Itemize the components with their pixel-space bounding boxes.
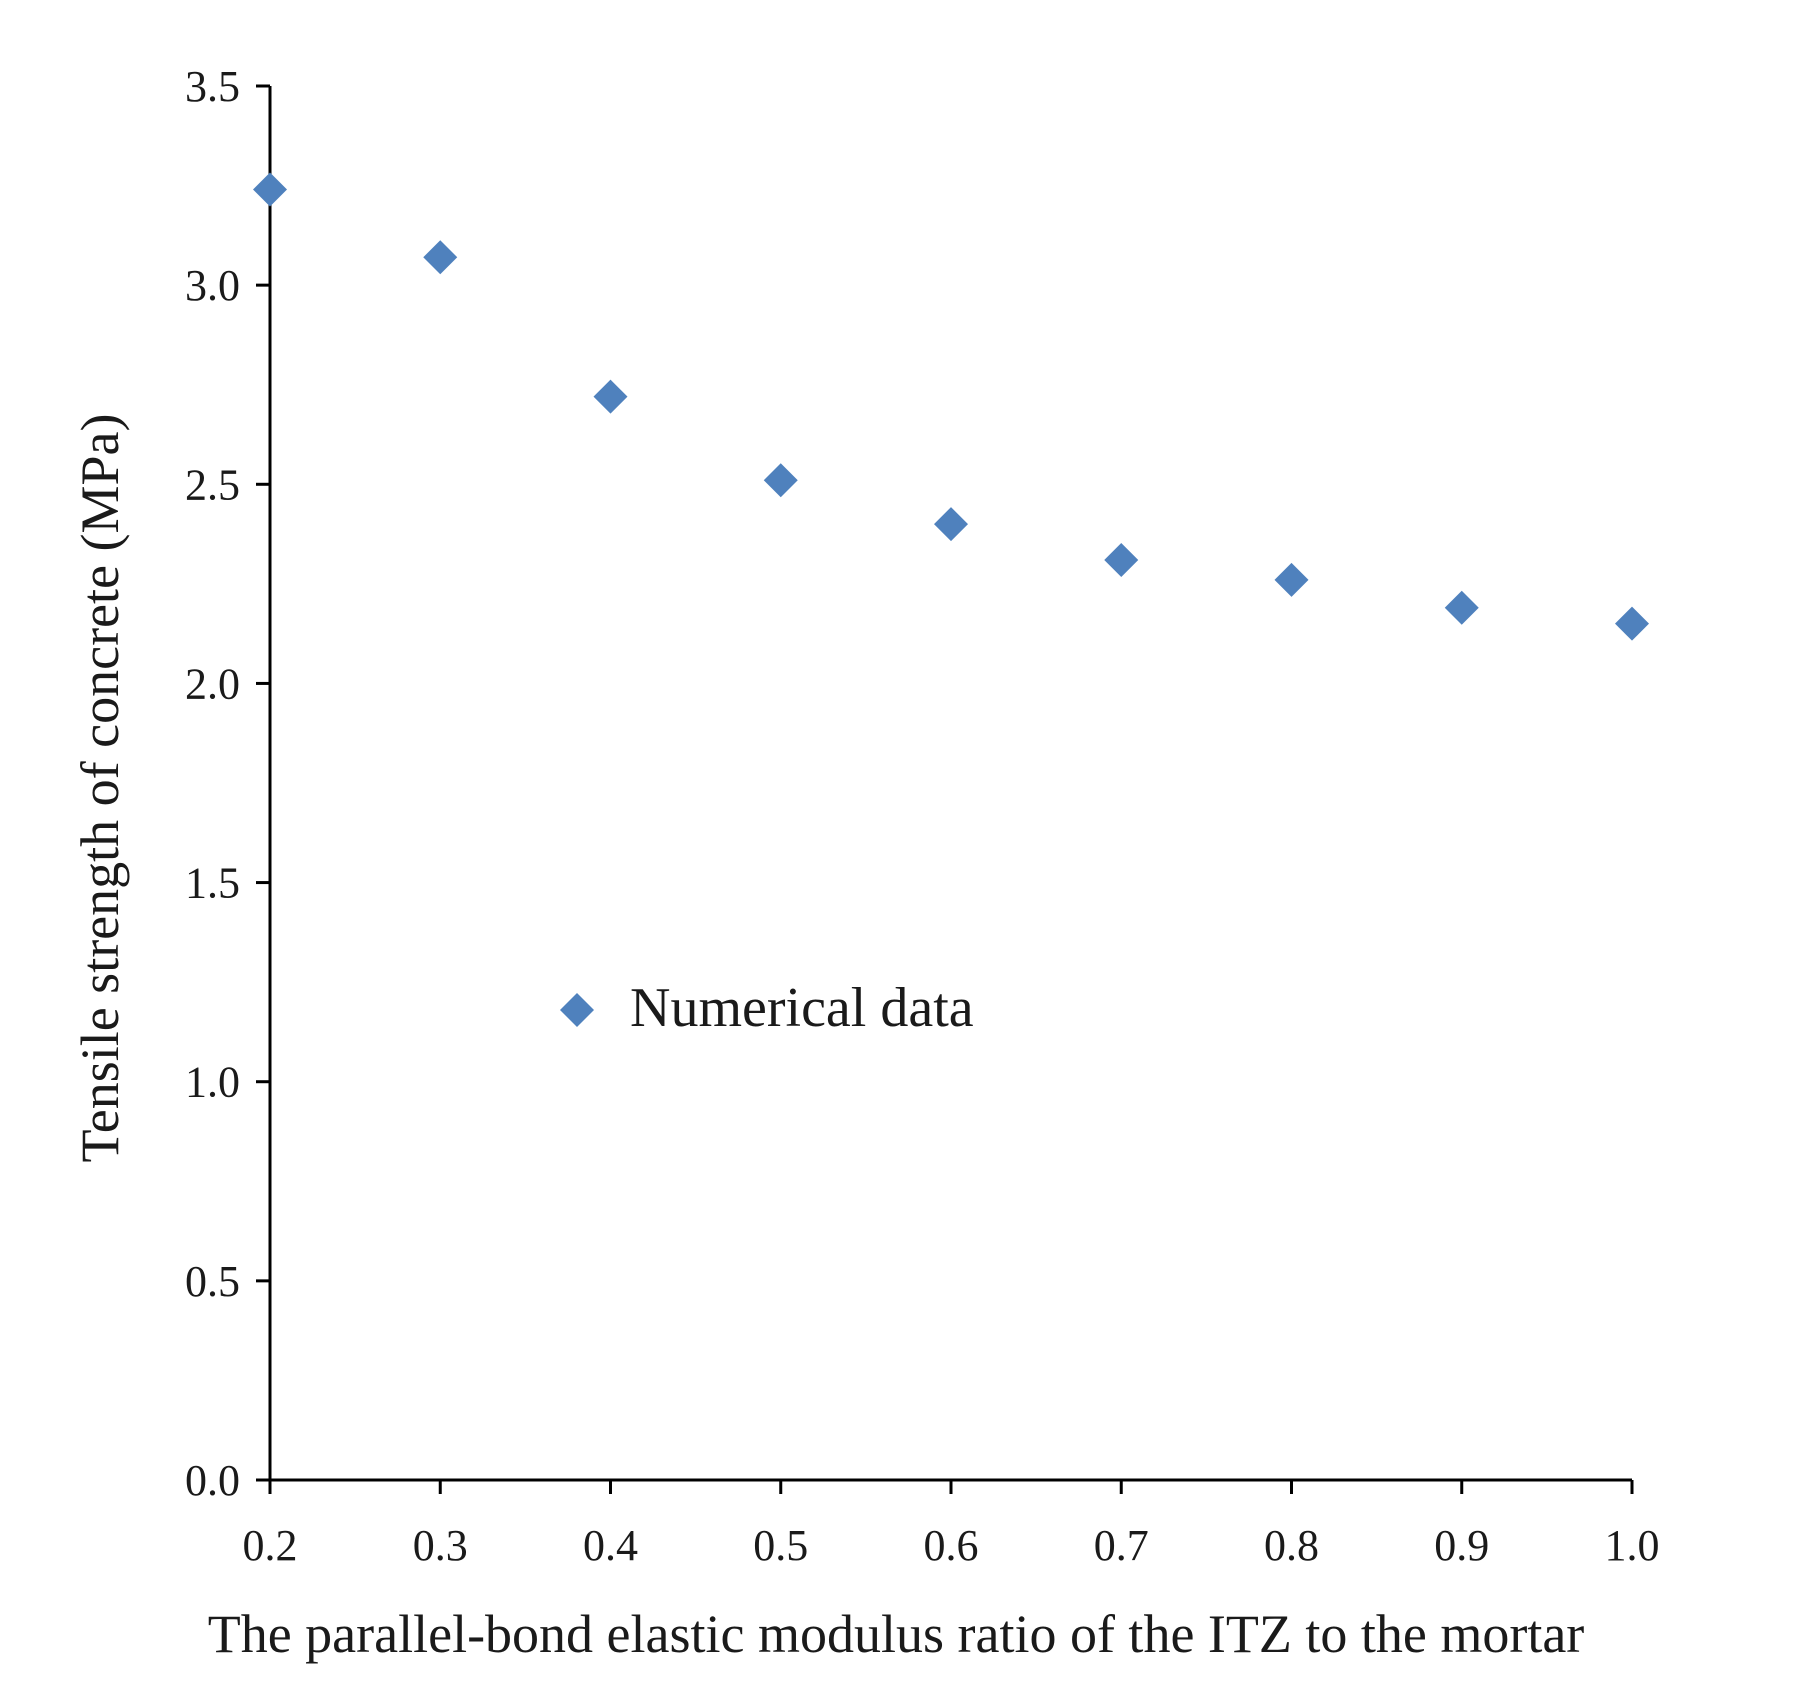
x-tick-label: 0.4	[583, 1521, 638, 1570]
data-point	[763, 463, 798, 498]
y-tick-label: 1.0	[185, 1058, 240, 1107]
data-point	[1274, 562, 1309, 597]
x-tick-label: 1.0	[1605, 1521, 1660, 1570]
data-point	[1444, 590, 1479, 625]
data-point	[934, 507, 968, 542]
legend-label-numerical-data: Numerical data	[630, 977, 974, 1039]
y-tick-label: 3.5	[185, 62, 240, 111]
x-tick-label: 0.9	[1434, 1521, 1489, 1570]
y-axis-title: Tensile strength of concrete (MPa)	[70, 414, 130, 1163]
y-tick-label: 3.0	[185, 261, 240, 310]
x-tick-label: 0.2	[243, 1521, 298, 1570]
axes	[268, 86, 1632, 1482]
x-tick-label: 0.7	[1094, 1521, 1149, 1570]
data-points	[253, 172, 1649, 641]
x-axis-title: The parallel-bond elastic modulus ratio …	[208, 1604, 1585, 1664]
data-point	[593, 379, 628, 414]
y-tick-label: 0.0	[185, 1456, 240, 1505]
x-tick-label: 0.5	[753, 1521, 808, 1570]
x-axis-ticks: 0.2 0.3 0.4 0.5 0.6 0.7 0.8 0.9 1.0	[243, 1480, 1660, 1570]
y-tick-label: 1.5	[185, 859, 240, 908]
data-point	[423, 240, 458, 275]
y-axis-ticks: 0.0 0.5 1.0 1.5 2.0 2.5 3.0 3.5	[185, 62, 270, 1505]
y-tick-label: 0.5	[185, 1257, 240, 1306]
y-tick-label: 2.0	[185, 659, 240, 708]
data-point	[1104, 542, 1139, 577]
x-tick-label: 0.6	[924, 1521, 979, 1570]
x-tick-label: 0.3	[413, 1521, 468, 1570]
x-tick-label: 0.8	[1264, 1521, 1319, 1570]
legend: Numerical data	[560, 977, 974, 1039]
y-tick-label: 2.5	[185, 460, 240, 509]
data-point	[253, 172, 287, 207]
data-point	[1615, 606, 1649, 641]
legend-marker-numerical-data	[560, 993, 594, 1027]
